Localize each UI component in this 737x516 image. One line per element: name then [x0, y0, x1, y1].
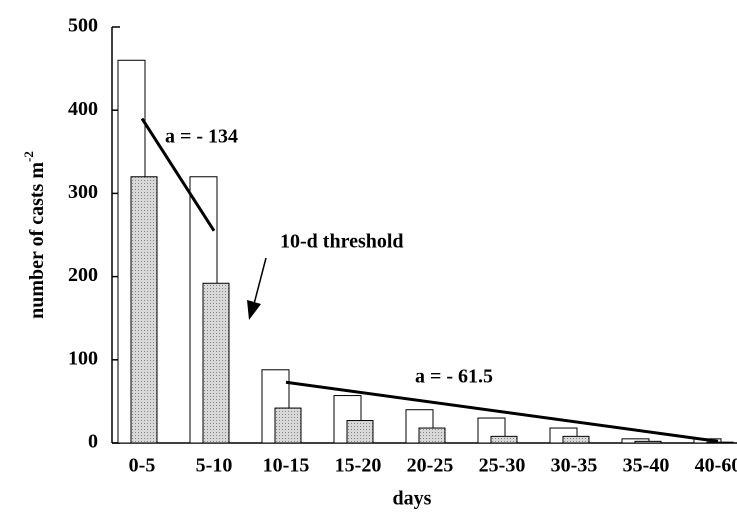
y-tick-label: 100 [68, 347, 98, 369]
bar [418, 427, 446, 444]
trend-line [140, 117, 216, 232]
bar [274, 407, 302, 444]
bar [706, 441, 734, 444]
bar [562, 435, 590, 444]
threshold-arrow [247, 257, 267, 320]
x-axis-label: days [393, 488, 432, 510]
trend-line [285, 380, 719, 443]
x-tick-label: 30-35 [551, 455, 598, 477]
x-tick-label: 15-20 [335, 455, 382, 477]
x-tick-label: 25-30 [479, 455, 526, 477]
y-tick-label: 0 [88, 431, 98, 453]
y-tick-label: 400 [68, 98, 98, 120]
annotation: 10-d threshold [280, 231, 404, 253]
x-tick-label: 0-5 [129, 455, 156, 477]
x-tick-label: 20-25 [407, 455, 454, 477]
x-tick-label: 5-10 [196, 455, 233, 477]
bar [346, 420, 374, 444]
x-tick-label: 10-15 [263, 455, 310, 477]
annotation: a = - 134 [165, 126, 238, 148]
y-axis-label: number of casts m-2 [21, 151, 48, 319]
y-tick-label: 200 [68, 264, 98, 286]
bar [634, 440, 662, 444]
bar [130, 176, 158, 444]
bar [490, 435, 518, 444]
bar [202, 282, 230, 444]
x-tick-label: 35-40 [623, 455, 670, 477]
annotation: a = - 61.5 [415, 366, 493, 388]
y-tick-label: 300 [68, 181, 98, 203]
x-tick-label: 40-60 [695, 455, 737, 477]
y-tick-label: 500 [68, 15, 98, 37]
